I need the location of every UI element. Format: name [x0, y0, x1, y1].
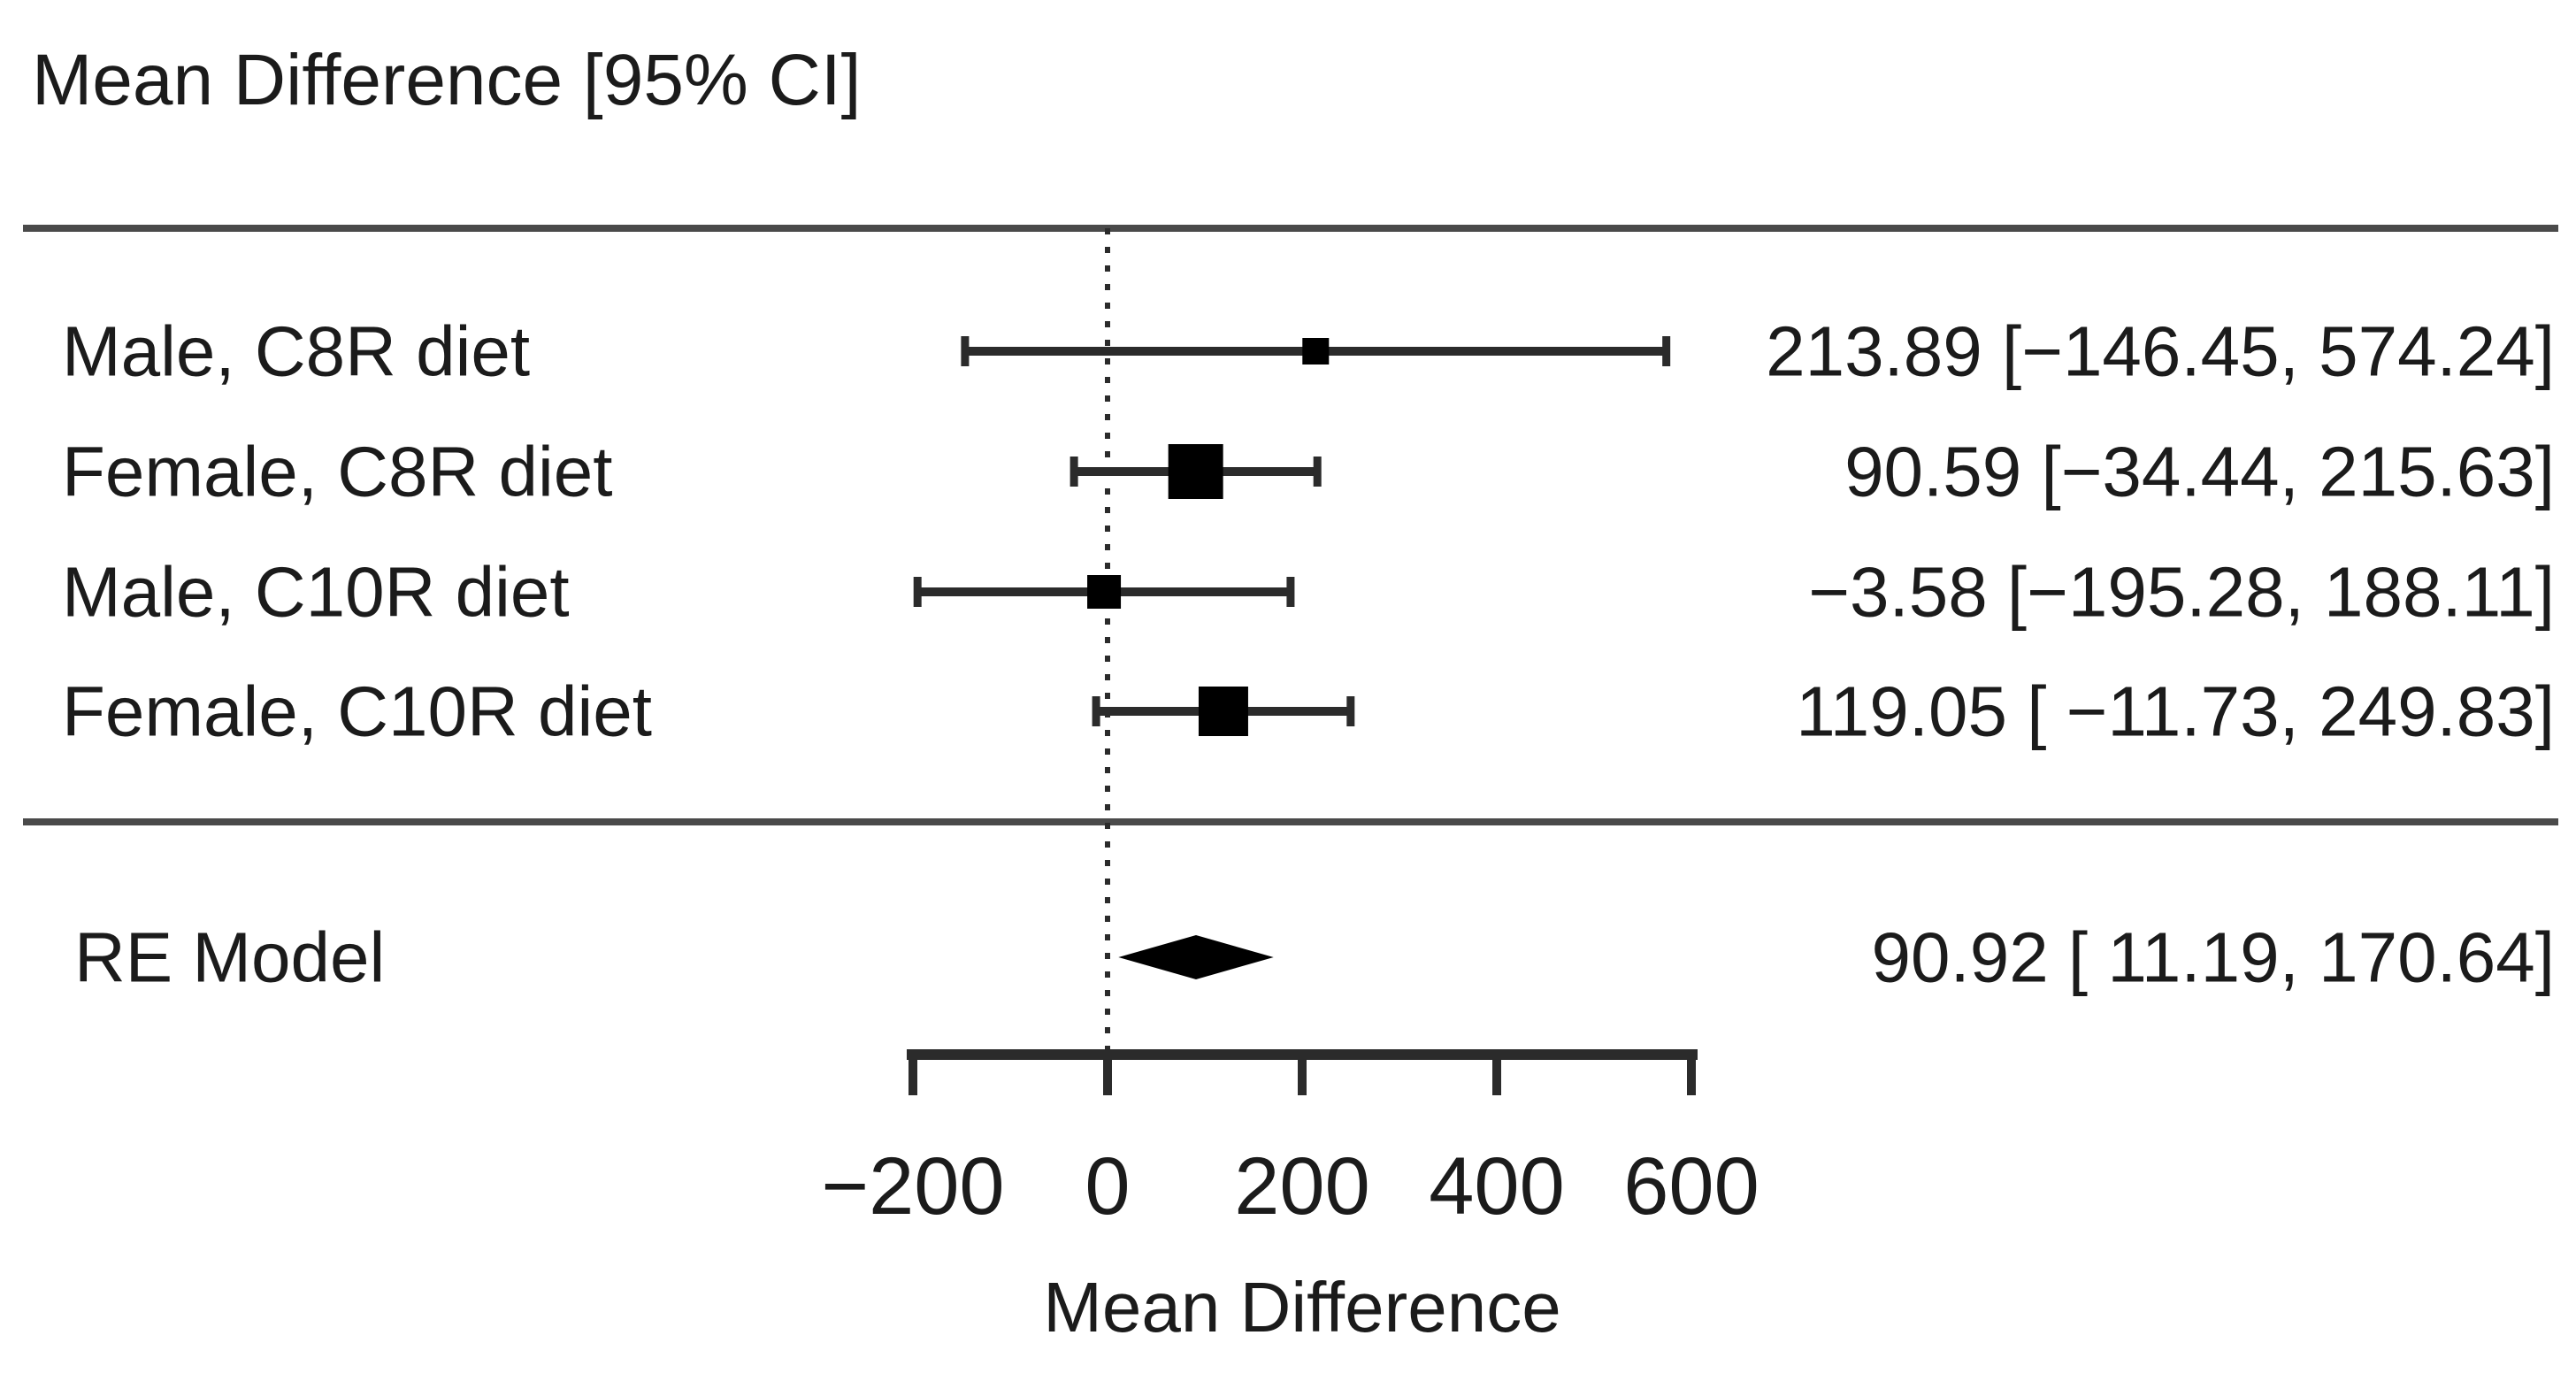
- study-value: −3.58 [−195.28, 188.11]: [1808, 553, 2555, 632]
- study-label: Male, C10R diet: [62, 553, 570, 632]
- x-axis: −200 0 200 400 600 Mean Difference: [821, 1049, 1760, 1347]
- study-value: 213.89 [−146.45, 574.24]: [1766, 312, 2555, 391]
- study-marker: [1302, 338, 1330, 365]
- study-label: Female, C10R diet: [62, 672, 652, 751]
- study-row: Female, C8R diet 90.59 [−34.44, 215.63]: [62, 433, 2555, 511]
- study-label: Female, C8R diet: [62, 433, 612, 511]
- plot-title: Mean Difference [95% CI]: [32, 40, 862, 120]
- x-axis-title: Mean Difference: [1043, 1268, 1561, 1347]
- study-row: Female, C10R diet 119.05 [ −11.73, 249.83…: [62, 672, 2555, 751]
- summary-diamond: [1118, 935, 1274, 979]
- study-value: 90.59 [−34.44, 215.63]: [1844, 433, 2555, 511]
- study-marker: [1087, 575, 1122, 609]
- study-marker: [1168, 444, 1223, 499]
- x-axis-tick-label: 600: [1623, 1141, 1760, 1232]
- x-axis-tick-label: 200: [1234, 1141, 1370, 1232]
- summary-value: 90.92 [ 11.19, 170.64]: [1872, 918, 2556, 997]
- study-value: 119.05 [ −11.73, 249.83]: [1796, 672, 2555, 751]
- x-axis-tick-label: 0: [1085, 1141, 1130, 1232]
- summary-label: RE Model: [74, 918, 385, 997]
- x-axis-tick-label: −200: [821, 1141, 1004, 1232]
- summary-row: RE Model 90.92 [ 11.19, 170.64]: [74, 918, 2555, 997]
- x-axis-tick-label: 400: [1429, 1141, 1565, 1232]
- study-marker: [1198, 687, 1248, 736]
- study-label: Male, C8R diet: [62, 312, 530, 391]
- study-row: Male, C10R diet −3.58 [−195.28, 188.11]: [62, 553, 2555, 632]
- study-row: Male, C8R diet 213.89 [−146.45, 574.24]: [62, 312, 2555, 391]
